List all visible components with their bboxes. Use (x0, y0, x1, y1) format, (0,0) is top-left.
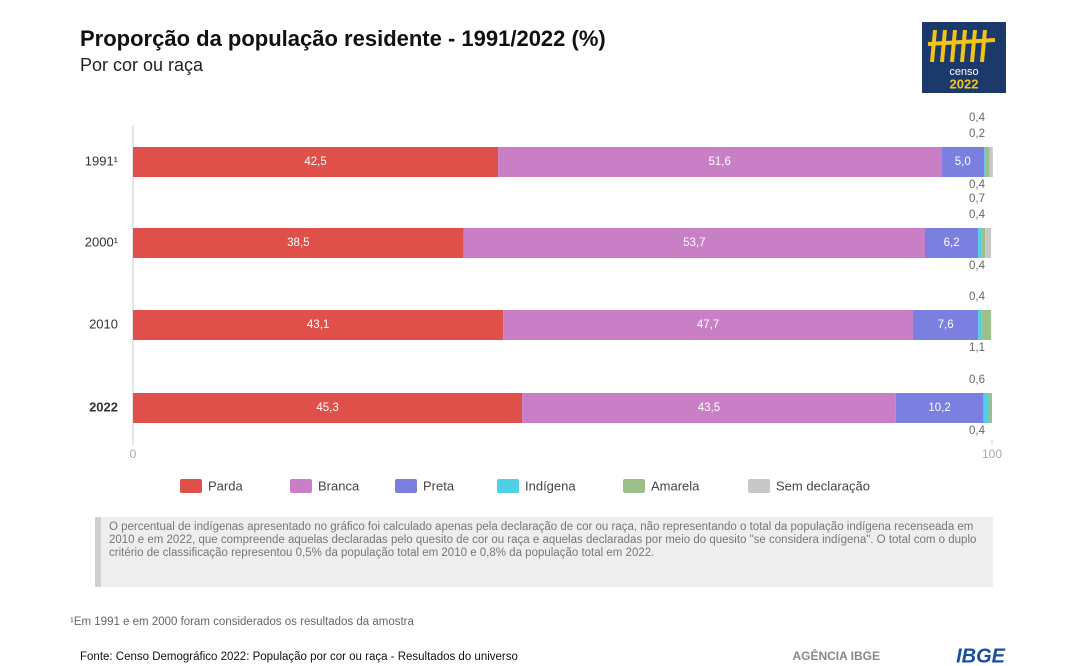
logo-marks (927, 29, 996, 63)
bar-segment (981, 228, 986, 258)
bar-segment (133, 147, 499, 177)
value-label: 47,7 (697, 319, 719, 331)
bar-segment (895, 393, 984, 423)
bar-segment (989, 147, 993, 177)
value-label: 0,4 (969, 112, 986, 124)
legend-swatch (395, 479, 417, 493)
legend-label: Sem declaração (776, 478, 870, 493)
legend-label: Preta (423, 478, 455, 493)
bar-segment (988, 393, 992, 423)
value-label: 0,7 (969, 193, 985, 205)
bar-segment (985, 228, 992, 258)
logo-text: censo (949, 66, 978, 78)
footnote: ¹Em 1991 e em 2000 foram considerados os… (70, 616, 415, 628)
value-label: 10,2 (928, 402, 950, 414)
censo-logo: censo 2022 (922, 22, 1006, 93)
bar-segment (978, 228, 982, 258)
value-label: 0,4 (969, 291, 986, 303)
legend-label: Amarela (651, 478, 700, 493)
bar-segment (978, 310, 982, 340)
bar-segment (981, 310, 992, 340)
bar-segment (985, 147, 990, 177)
value-label: 38,5 (287, 237, 309, 249)
bar-segment (133, 393, 523, 423)
bar-segment (503, 310, 913, 340)
legend-label: Parda (208, 478, 243, 493)
value-label: 0,4 (969, 179, 986, 191)
ibge-logo: IBGE (956, 645, 1006, 666)
note: O percentual de indígenas apresentado no… (95, 517, 993, 587)
bar-segment (522, 393, 896, 423)
value-label: 5,0 (955, 156, 971, 168)
value-label: 6,2 (944, 237, 960, 249)
bar-segment (133, 310, 504, 340)
legend-swatch (497, 479, 519, 493)
legend-label: Indígena (525, 478, 576, 493)
logo-year: 2022 (950, 76, 979, 91)
value-label: 45,3 (316, 402, 338, 414)
value-label: 7,6 (938, 319, 954, 331)
bar-segment (912, 310, 979, 340)
y-tick-label: 1991¹ (85, 153, 119, 168)
value-label: 1,1 (969, 342, 985, 354)
value-label: 0,4 (969, 425, 986, 437)
bar-segment (984, 147, 986, 177)
chart-title: Proporção da população residente - 1991/… (80, 26, 606, 51)
value-label: 53,7 (683, 237, 705, 249)
legend-swatch (290, 479, 312, 493)
chart-subtitle: Por cor ou raça (80, 55, 204, 75)
value-label: 0,6 (969, 374, 985, 386)
value-label: 43,1 (307, 319, 329, 331)
legend-label: Branca (318, 478, 360, 493)
bar-segment (498, 147, 942, 177)
legend-swatch (180, 479, 202, 493)
value-label: 43,5 (698, 402, 720, 414)
bar-segment (983, 393, 989, 423)
value-label: 51,6 (709, 156, 731, 168)
agencia-logo: AGÊNCIA IBGE (792, 648, 880, 663)
x-tick-label: 0 (130, 447, 137, 461)
legend-swatch (748, 479, 770, 493)
bar-segment (924, 228, 979, 258)
y-tick-label: 2010 (89, 316, 118, 331)
value-label: 42,5 (304, 156, 326, 168)
source: Fonte: Censo Demográfico 2022: População… (80, 651, 518, 663)
value-label: 0,2 (969, 128, 985, 140)
bar-segment (133, 228, 464, 258)
bar-segment (941, 147, 985, 177)
value-label: 0,4 (969, 260, 986, 272)
bar-segment (463, 228, 925, 258)
y-tick-label: 2022 (89, 399, 118, 414)
legend-swatch (623, 479, 645, 493)
y-tick-label: 2000¹ (85, 234, 119, 249)
x-tick-label: 100 (982, 447, 1002, 461)
value-label: 0,4 (969, 209, 986, 221)
